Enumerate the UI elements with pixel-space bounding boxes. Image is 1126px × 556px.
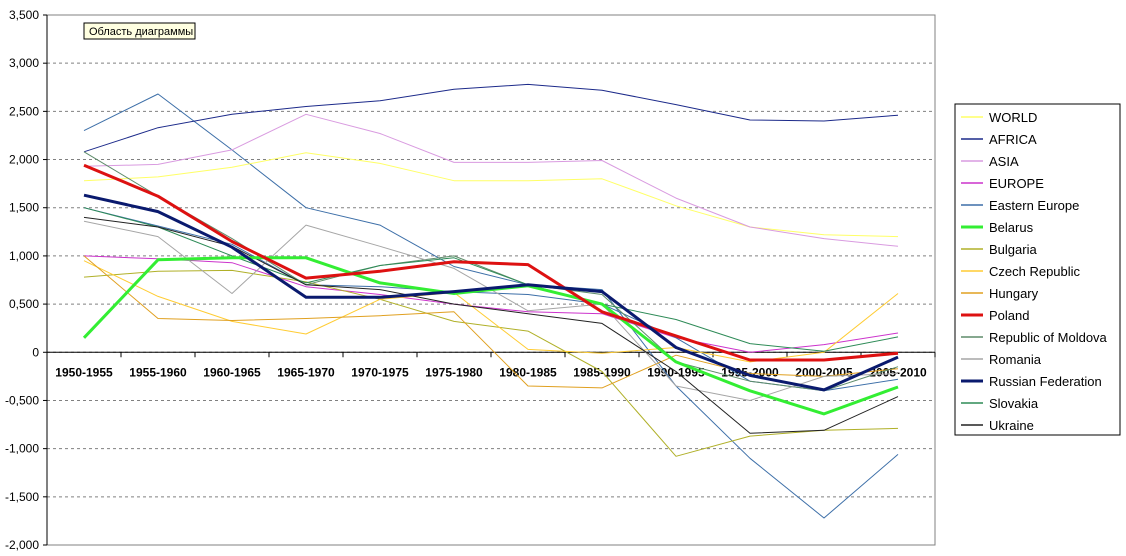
y-tick-label: 0 — [32, 345, 39, 359]
y-axis: 3,500 3,000 2,500 2,000 1,500 1,000 0,500 0 -0,5… — [5, 8, 48, 552]
tooltip-box — [83, 22, 196, 40]
x-tick-label: 1975-1980 — [425, 365, 483, 379]
x-tick-label: 1965-1970 — [277, 365, 335, 379]
y-tick-label: -2,000 — [5, 538, 39, 552]
x-tick-label: 1960-1965 — [203, 365, 261, 379]
legend-label: AFRICA — [989, 132, 1037, 147]
legend-label: Eastern Europe — [989, 198, 1079, 213]
y-tick-label: 0,500 — [9, 297, 39, 311]
series-line-europe — [83, 255, 899, 353]
legend-label: ASIA — [989, 154, 1019, 169]
legend-label: Poland — [989, 308, 1029, 323]
y-tick-label: 1,500 — [9, 201, 39, 215]
tooltip-text: Область диаграммы — [89, 26, 193, 38]
chart-area-tooltip: Область диаграммы — [83, 22, 196, 40]
series-layer — [82, 83, 899, 519]
y-tick-label: 2,500 — [9, 104, 39, 118]
x-tick-label: 1970-1975 — [351, 365, 409, 379]
legend-label: Russian Federation — [989, 374, 1102, 389]
series-line-asia — [83, 113, 899, 247]
series-line-poland — [83, 163, 899, 362]
legend-label: Republic of Moldova — [989, 330, 1108, 345]
series-line-russian-federation — [83, 193, 899, 392]
legend-label: Belarus — [989, 220, 1034, 235]
legend-label: EUROPE — [989, 176, 1044, 191]
y-tick-label: -1,500 — [5, 490, 39, 504]
y-tick-label: 3,000 — [9, 56, 39, 70]
x-tick-label: 2005-2010 — [869, 365, 927, 379]
legend: WORLD AFRICA ASIA EUROPE Eastern Europe Belar… — [954, 103, 1121, 436]
legend-label: Slovakia — [989, 396, 1039, 411]
series-line-world — [83, 152, 899, 238]
series-line-extra — [83, 93, 899, 519]
y-tick-label: 2,000 — [9, 153, 39, 167]
series-line-slovakia — [83, 207, 899, 352]
series-line-hungary — [83, 255, 899, 389]
legend-label: Czech Republic — [989, 264, 1081, 279]
y-tick-label: 1,000 — [9, 249, 39, 263]
x-tick-label: 1980-1985 — [499, 365, 557, 379]
x-tick-label: 2000-2005 — [795, 365, 853, 379]
legend-label: Ukraine — [989, 418, 1034, 433]
legend-label: Romania — [989, 352, 1042, 367]
x-tick-label: 1950-1955 — [55, 365, 113, 379]
x-tick-label: 1955-1960 — [129, 365, 187, 379]
y-tick-label: 3,500 — [9, 8, 39, 22]
y-tick-label: -0,500 — [5, 393, 39, 407]
legend-label: Bulgaria — [989, 242, 1037, 257]
plot-frame — [46, 14, 936, 546]
series-line-republic-of-moldova — [83, 151, 899, 392]
x-axis: 1950-1955 1955-1960 1960-1965 1965-1970 1970… — [46, 351, 936, 379]
y-tick-label: -1,000 — [5, 442, 39, 456]
series-line-ukraine — [83, 216, 899, 434]
plot-area — [46, 14, 936, 546]
series-line-africa — [83, 83, 899, 153]
legend-label: WORLD — [989, 110, 1037, 125]
legend-label: Hungary — [989, 286, 1039, 301]
series-line-bulgaria — [83, 269, 899, 457]
